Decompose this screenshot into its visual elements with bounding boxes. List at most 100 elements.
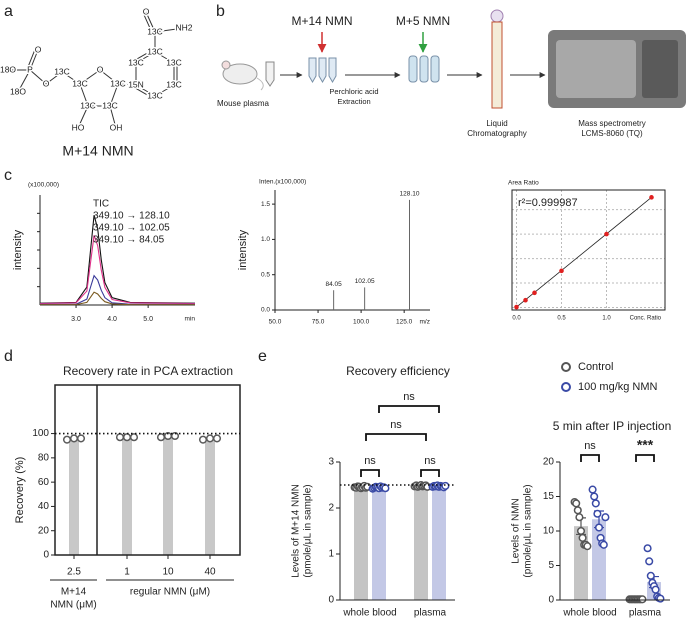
atom-label: P [27, 64, 33, 74]
mouse-tail [256, 77, 264, 91]
x-tick-label: 40 [204, 567, 216, 578]
series-line [39, 215, 196, 304]
group-label: regular NMN (μM) [130, 587, 210, 598]
point [583, 542, 592, 551]
bond [154, 27, 185, 33]
atom-label: 13C [72, 78, 88, 88]
atom-label: 13C [80, 100, 96, 110]
series-line [40, 291, 195, 306]
lc-reservoir [490, 9, 504, 23]
mouse-icon [222, 63, 258, 85]
panel-label: c [4, 167, 12, 184]
x-tick-label: 3.0 [71, 316, 81, 323]
bond [61, 71, 81, 85]
chart-title: 5 min after IP injection [553, 419, 672, 433]
bond [45, 71, 63, 85]
point [590, 492, 599, 501]
point [646, 571, 655, 580]
point [514, 304, 519, 310]
chart-title: Recovery efficiency [346, 364, 450, 378]
bracket [378, 405, 440, 413]
peak-label: 128.10 [400, 191, 420, 198]
y-axis-label: (pmole/μL in sample) [523, 484, 534, 577]
y-tick-label: 1 [328, 549, 334, 560]
bond [117, 83, 137, 86]
point [604, 231, 609, 237]
atom-label: 13C [147, 46, 163, 56]
bond [79, 69, 101, 85]
point [170, 431, 180, 441]
x-tick-label: plasma [414, 608, 447, 619]
bond [145, 11, 156, 33]
series-line [40, 274, 195, 305]
point [198, 435, 208, 444]
legend-entry: 349.10 → 84.05 [93, 235, 165, 246]
legend-title: TIC [93, 199, 109, 210]
bond [142, 13, 153, 34]
bond [154, 84, 175, 97]
point [656, 594, 665, 603]
atom-label: 18O [10, 86, 26, 96]
y-tick-label: 20 [543, 457, 555, 468]
x-tick-label: 100.0 [353, 319, 370, 326]
significance-label: ns [364, 455, 376, 467]
x-tick-label: whole blood [562, 608, 616, 619]
y-tick-label: 2 [328, 503, 334, 514]
panel-label: a [4, 3, 13, 20]
point [115, 433, 125, 442]
y-tick-label: 0 [328, 595, 334, 606]
bar [372, 487, 386, 600]
bar [163, 436, 173, 555]
y-tick-label: 1.5 [261, 201, 270, 208]
x-tick-label: 10 [162, 567, 174, 578]
y-axis-label: intensity [237, 229, 249, 270]
point [645, 557, 654, 566]
series-line [39, 235, 196, 305]
step-label: Extraction [337, 97, 370, 106]
bracket [360, 469, 380, 477]
y-tick-label: 3 [328, 457, 334, 468]
x-tick-label: 50.0 [269, 319, 282, 326]
y-tick-label: 0 [548, 595, 554, 606]
point [559, 268, 564, 274]
bar [69, 438, 79, 555]
y-unit: Inten.(x100,000) [259, 179, 306, 186]
y-axis-label: Levels of M+14 NMN [291, 484, 302, 578]
ms-side [642, 40, 678, 98]
point [212, 434, 222, 443]
legend-entry: 349.10 → 102.05 [93, 223, 170, 234]
group-label: M+14 [61, 587, 87, 598]
bond [134, 48, 154, 61]
atom-label: 13C [128, 57, 144, 67]
y-tick-label: 80 [38, 452, 50, 463]
point [578, 533, 587, 542]
point [532, 290, 537, 296]
point [381, 484, 390, 493]
point [593, 509, 602, 518]
bracket [365, 433, 427, 441]
y-tick-label: 100 [32, 428, 49, 439]
y-tick-label: 20 [38, 525, 50, 536]
point [572, 499, 581, 508]
atom-label: OH [110, 122, 123, 132]
legend-marker [561, 382, 571, 392]
atom-label: 13C [166, 79, 182, 89]
point [122, 433, 132, 442]
point [76, 434, 86, 443]
bond [135, 51, 156, 64]
bond [99, 69, 119, 85]
point [594, 523, 604, 532]
x-axis-label: Conc. Ratio [630, 316, 662, 322]
bar [122, 437, 132, 555]
panel-label: e [258, 348, 267, 365]
y-tick-label: 0.5 [261, 271, 270, 278]
panel-label: b [216, 3, 225, 20]
plot-frame [54, 384, 241, 556]
bond [79, 83, 89, 107]
point [591, 499, 600, 508]
group-label: NMN (μM) [50, 600, 96, 611]
molecule-name: M+14 NMN [62, 143, 133, 159]
point [638, 595, 647, 604]
atom-label: O [35, 44, 42, 54]
